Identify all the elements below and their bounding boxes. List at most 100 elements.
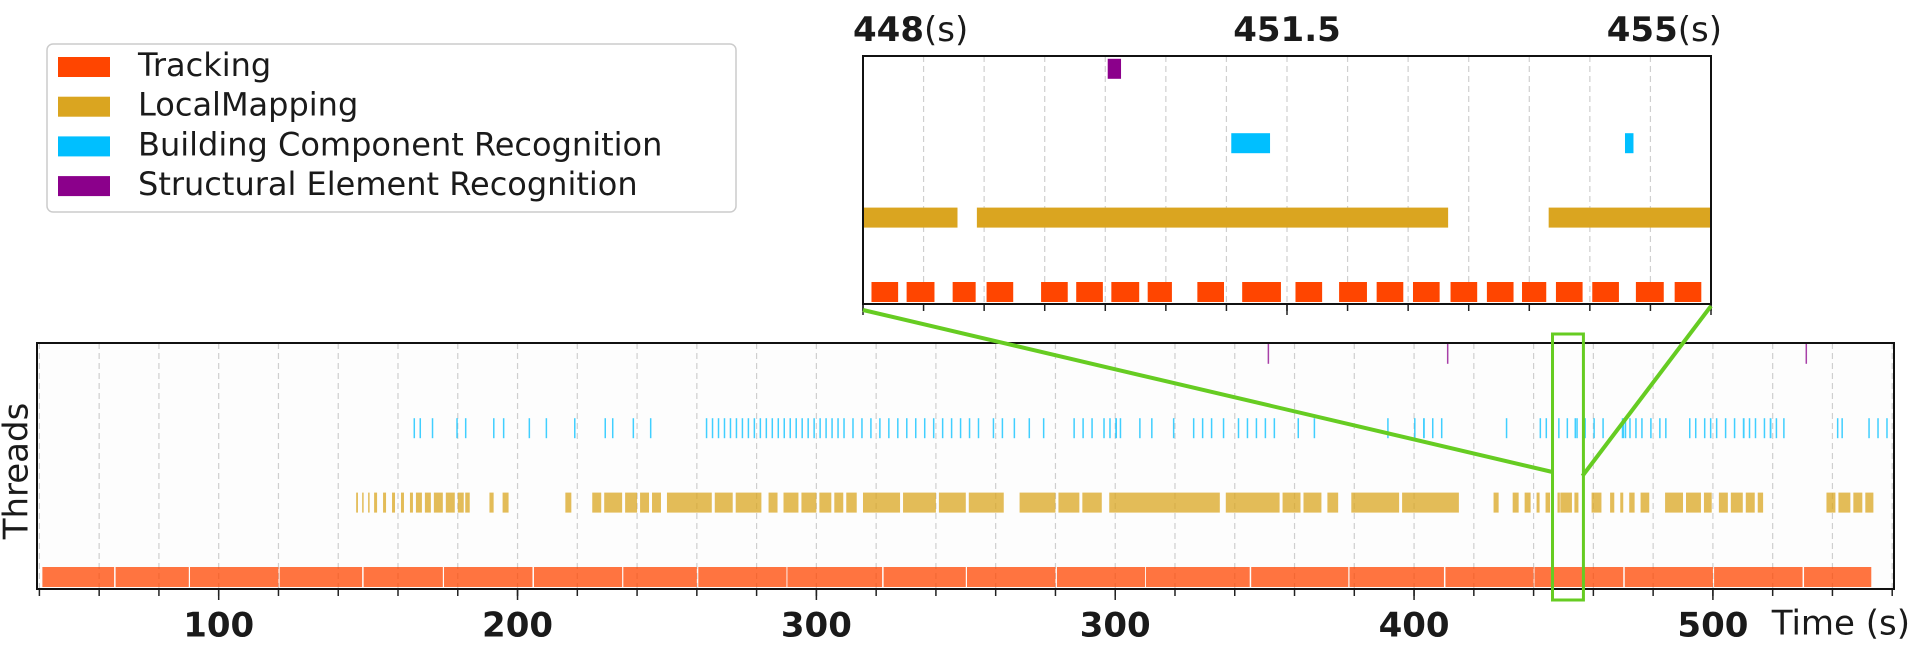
segment bbox=[465, 492, 470, 513]
segment bbox=[1566, 418, 1569, 439]
segment bbox=[1718, 492, 1728, 513]
segment bbox=[747, 418, 750, 439]
segment bbox=[846, 492, 857, 513]
legend-label: Tracking bbox=[137, 46, 271, 84]
segment bbox=[1440, 418, 1443, 439]
segment bbox=[1558, 418, 1560, 439]
segment bbox=[1629, 418, 1631, 439]
segment bbox=[1539, 418, 1542, 439]
segment bbox=[1115, 418, 1118, 439]
segment bbox=[1763, 418, 1766, 439]
segment bbox=[1103, 418, 1105, 439]
segment bbox=[1402, 492, 1459, 513]
segment bbox=[1146, 567, 1250, 587]
legend-box bbox=[46, 43, 737, 213]
segment bbox=[843, 418, 845, 439]
segment bbox=[1119, 418, 1122, 439]
segment bbox=[906, 418, 908, 439]
segment bbox=[1574, 492, 1579, 513]
segment bbox=[1641, 418, 1643, 439]
segment bbox=[1557, 492, 1560, 513]
legend-label: LocalMapping bbox=[138, 86, 358, 124]
segment bbox=[753, 418, 756, 439]
segment bbox=[959, 418, 962, 439]
segment bbox=[1431, 418, 1434, 439]
segment bbox=[1826, 492, 1836, 513]
segment bbox=[623, 567, 697, 587]
segment bbox=[374, 492, 378, 513]
segment bbox=[1313, 418, 1316, 439]
segment bbox=[1804, 567, 1872, 587]
segment bbox=[1715, 418, 1718, 439]
segment bbox=[1688, 418, 1691, 439]
segment bbox=[1376, 282, 1404, 302]
segment bbox=[565, 492, 572, 513]
segment bbox=[1056, 567, 1146, 587]
segment bbox=[640, 492, 650, 513]
legend-swatch bbox=[58, 176, 110, 197]
inset-tick-label: 451.5 bbox=[1233, 10, 1341, 50]
segment bbox=[424, 492, 431, 513]
segment bbox=[1201, 418, 1204, 439]
y-axis-label: Threads bbox=[0, 403, 37, 541]
tick-number: 451.5 bbox=[1233, 10, 1341, 50]
segment bbox=[1147, 282, 1172, 302]
segment bbox=[363, 567, 443, 587]
segment bbox=[604, 492, 623, 513]
segment bbox=[1674, 282, 1702, 302]
segment bbox=[493, 418, 495, 439]
segment bbox=[413, 418, 416, 439]
segment bbox=[837, 418, 839, 439]
segment bbox=[801, 418, 803, 439]
segment bbox=[968, 492, 1004, 513]
plot-frame bbox=[36, 342, 1895, 590]
segment bbox=[1877, 418, 1879, 439]
segment bbox=[1486, 282, 1514, 302]
segment bbox=[819, 492, 832, 513]
segment bbox=[1886, 418, 1888, 439]
segment bbox=[1450, 282, 1478, 302]
segment bbox=[1592, 282, 1619, 302]
segment bbox=[741, 418, 744, 439]
segment bbox=[1865, 492, 1874, 513]
segment bbox=[415, 492, 422, 513]
tick-unit: (s) bbox=[924, 10, 968, 50]
segment bbox=[1412, 282, 1440, 302]
segment bbox=[861, 418, 863, 439]
segment bbox=[834, 492, 844, 513]
segment bbox=[1295, 282, 1323, 302]
segment bbox=[1534, 567, 1624, 587]
segment bbox=[545, 418, 548, 439]
plot-frame bbox=[862, 55, 1712, 305]
segment bbox=[1505, 418, 1508, 439]
segment bbox=[1593, 418, 1595, 439]
segment bbox=[1042, 418, 1045, 439]
segment bbox=[1742, 418, 1745, 439]
segment bbox=[1091, 418, 1093, 439]
segment bbox=[819, 418, 821, 439]
legend-swatch bbox=[58, 136, 110, 157]
segment bbox=[723, 418, 726, 439]
segment bbox=[1624, 567, 1713, 587]
segment bbox=[1624, 418, 1627, 439]
x-axis-label: Time (s) bbox=[1771, 604, 1910, 644]
segment bbox=[1591, 492, 1602, 513]
segment bbox=[1805, 343, 1808, 364]
segment bbox=[1282, 492, 1301, 513]
segment bbox=[1242, 282, 1281, 302]
segment bbox=[1769, 418, 1772, 439]
x-tick-label: 300 bbox=[1080, 606, 1151, 646]
segment bbox=[950, 418, 953, 439]
segment bbox=[852, 418, 854, 439]
segment bbox=[783, 418, 786, 439]
segment bbox=[1665, 418, 1667, 439]
segment bbox=[831, 418, 833, 439]
segment bbox=[1073, 418, 1075, 439]
segment bbox=[966, 567, 1056, 587]
segment bbox=[1109, 418, 1111, 439]
segment bbox=[1560, 492, 1572, 513]
segment bbox=[1225, 492, 1280, 513]
segment bbox=[652, 492, 661, 513]
segment bbox=[1757, 492, 1764, 513]
segment bbox=[1446, 343, 1449, 364]
